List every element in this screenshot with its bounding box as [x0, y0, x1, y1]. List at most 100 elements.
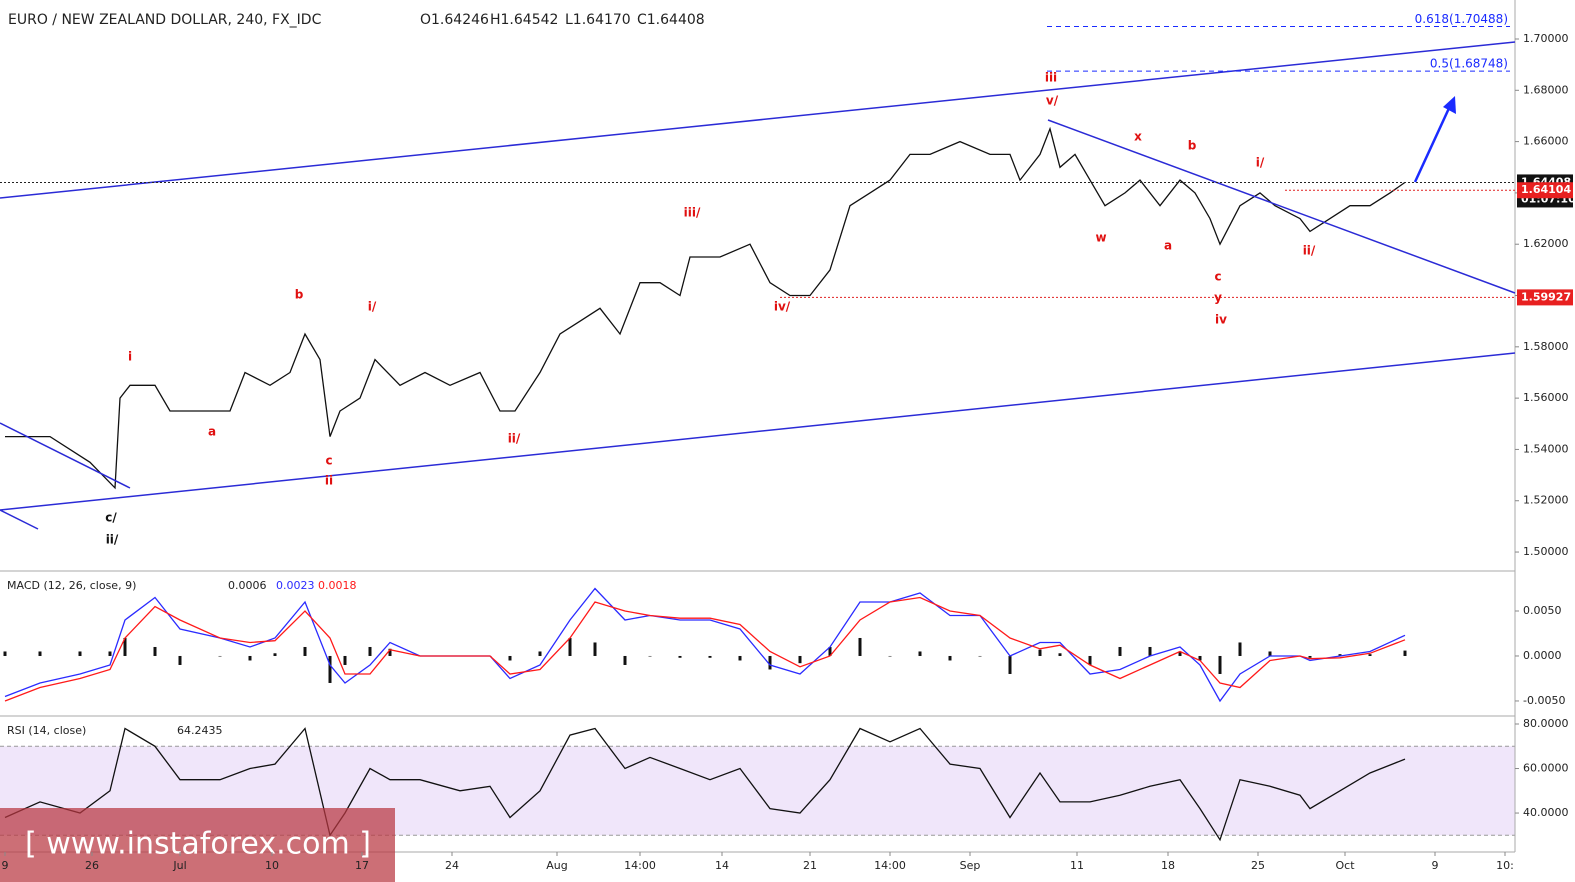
y-tick-label: 1.58000 — [1523, 340, 1569, 353]
x-tick-label: Aug — [546, 859, 567, 872]
trend-line — [0, 422, 131, 489]
wave-label: iii/ — [684, 206, 701, 220]
wave-label: iv/ — [774, 300, 791, 314]
histogram-bar — [1238, 642, 1242, 656]
channel-upper — [0, 41, 1516, 199]
x-tick-label: Jul — [172, 859, 186, 872]
y-tick-label: 40.0000 — [1523, 806, 1569, 819]
histogram-bar — [978, 655, 982, 657]
wave-label: x — [1134, 130, 1142, 144]
y-tick-label: 0.0000 — [1523, 649, 1562, 662]
level-box — [1517, 289, 1573, 306]
watermark: [ www.instaforex.com ] — [25, 827, 371, 862]
ohlc-label: O1.64246 — [420, 12, 489, 28]
series-line — [5, 126, 1406, 490]
wave-label: i — [128, 350, 132, 364]
signal-value: 0.0018 — [318, 579, 357, 592]
x-tick-label: 25 — [1251, 859, 1265, 872]
histogram-bar — [343, 655, 347, 665]
histogram-bar — [178, 655, 182, 665]
histogram-bar — [78, 651, 82, 656]
histogram-bar — [1308, 655, 1312, 658]
histogram-bar — [1218, 655, 1222, 674]
x-tick-label: 26 — [85, 859, 99, 872]
histogram-bar — [1038, 649, 1042, 656]
wave-label: i/ — [1256, 156, 1265, 170]
x-tick-label: Sep — [960, 859, 981, 872]
histogram-bar — [538, 651, 542, 656]
x-tick-label: 18 — [1161, 859, 1175, 872]
x-tick-label: 24 — [445, 859, 459, 872]
x-tick-label: 9 — [2, 859, 9, 872]
histogram-bar — [888, 655, 892, 657]
histogram-bar — [1368, 654, 1372, 656]
y-tick-label: 1.56000 — [1523, 391, 1569, 404]
wave-label: c — [325, 454, 332, 468]
wave-label: c/ — [105, 511, 117, 525]
x-tick-label: Oct — [1335, 859, 1355, 872]
histogram-bar — [38, 651, 42, 656]
histogram-bar — [568, 637, 572, 656]
x-tick-label: 11 — [1070, 859, 1084, 872]
y-tick-label: 0.0050 — [1523, 604, 1562, 617]
histogram-bar — [648, 655, 652, 657]
histogram-bar — [328, 655, 332, 683]
x-tick-label: 10: — [1496, 859, 1514, 872]
y-tick-label: 1.68000 — [1523, 83, 1569, 96]
wave-label: a — [1164, 239, 1172, 253]
histogram-bar — [303, 646, 307, 656]
histogram-bar — [1008, 655, 1012, 674]
wave-label: iv — [1215, 313, 1227, 327]
x-tick-label: 9 — [1432, 859, 1439, 872]
series-line — [4, 587, 1406, 703]
histogram-bar — [388, 648, 392, 656]
wave-label: b — [1188, 139, 1197, 153]
rsi-title: RSI (14, close) — [7, 724, 86, 737]
wave-label: y — [1214, 291, 1222, 305]
wave-label: ii/ — [106, 533, 119, 547]
histogram-bar — [1148, 646, 1152, 656]
histogram-bar — [768, 655, 772, 670]
fib-label: 0.618(1.70488) — [1415, 12, 1508, 26]
histogram-bar — [1403, 650, 1407, 656]
histogram-bar — [678, 655, 682, 658]
y-tick-label: -0.0050 — [1523, 694, 1565, 707]
arrow — [1413, 105, 1452, 183]
trend-line — [0, 509, 39, 530]
arrow-head — [1443, 96, 1456, 114]
level-box — [1517, 182, 1573, 199]
histogram-bar — [708, 655, 712, 658]
histogram-bar — [248, 655, 252, 661]
series-line — [4, 596, 1406, 702]
rsi-value: 64.2435 — [177, 724, 223, 737]
x-tick-label: 14:00 — [874, 859, 906, 872]
wave-label: v/ — [1046, 94, 1059, 108]
histogram-bar — [1088, 655, 1092, 665]
channel-lower — [0, 352, 1516, 511]
histogram-bar — [3, 651, 7, 656]
wave-label: i/ — [368, 300, 377, 314]
histogram-bar — [108, 651, 112, 656]
histogram-bar — [918, 651, 922, 656]
wave-label: w — [1095, 231, 1106, 245]
ohlc-label: L1.64170 — [565, 12, 631, 28]
ohlc-label: C1.64408 — [637, 12, 705, 28]
wave-label: ii/ — [508, 432, 521, 446]
fib-label: 0.5(1.68748) — [1430, 57, 1508, 71]
x-tick-label: 17 — [355, 859, 369, 872]
histogram-bar — [1178, 651, 1182, 656]
histogram-bar — [738, 655, 742, 661]
histogram-bar — [798, 655, 802, 664]
wave-label: b — [295, 288, 304, 302]
y-tick-label: 1.54000 — [1523, 442, 1569, 455]
y-tick-label: 60.0000 — [1523, 762, 1569, 775]
wave-label: iii — [1045, 71, 1057, 85]
histogram-bar — [368, 646, 372, 656]
wave-label: ii/ — [1303, 244, 1316, 258]
macd-value: 0.0023 — [276, 579, 315, 592]
y-tick-label: 1.62000 — [1523, 237, 1569, 250]
histogram-bar — [593, 642, 597, 656]
watermark-box — [0, 808, 395, 882]
wave-label: a — [208, 425, 216, 439]
